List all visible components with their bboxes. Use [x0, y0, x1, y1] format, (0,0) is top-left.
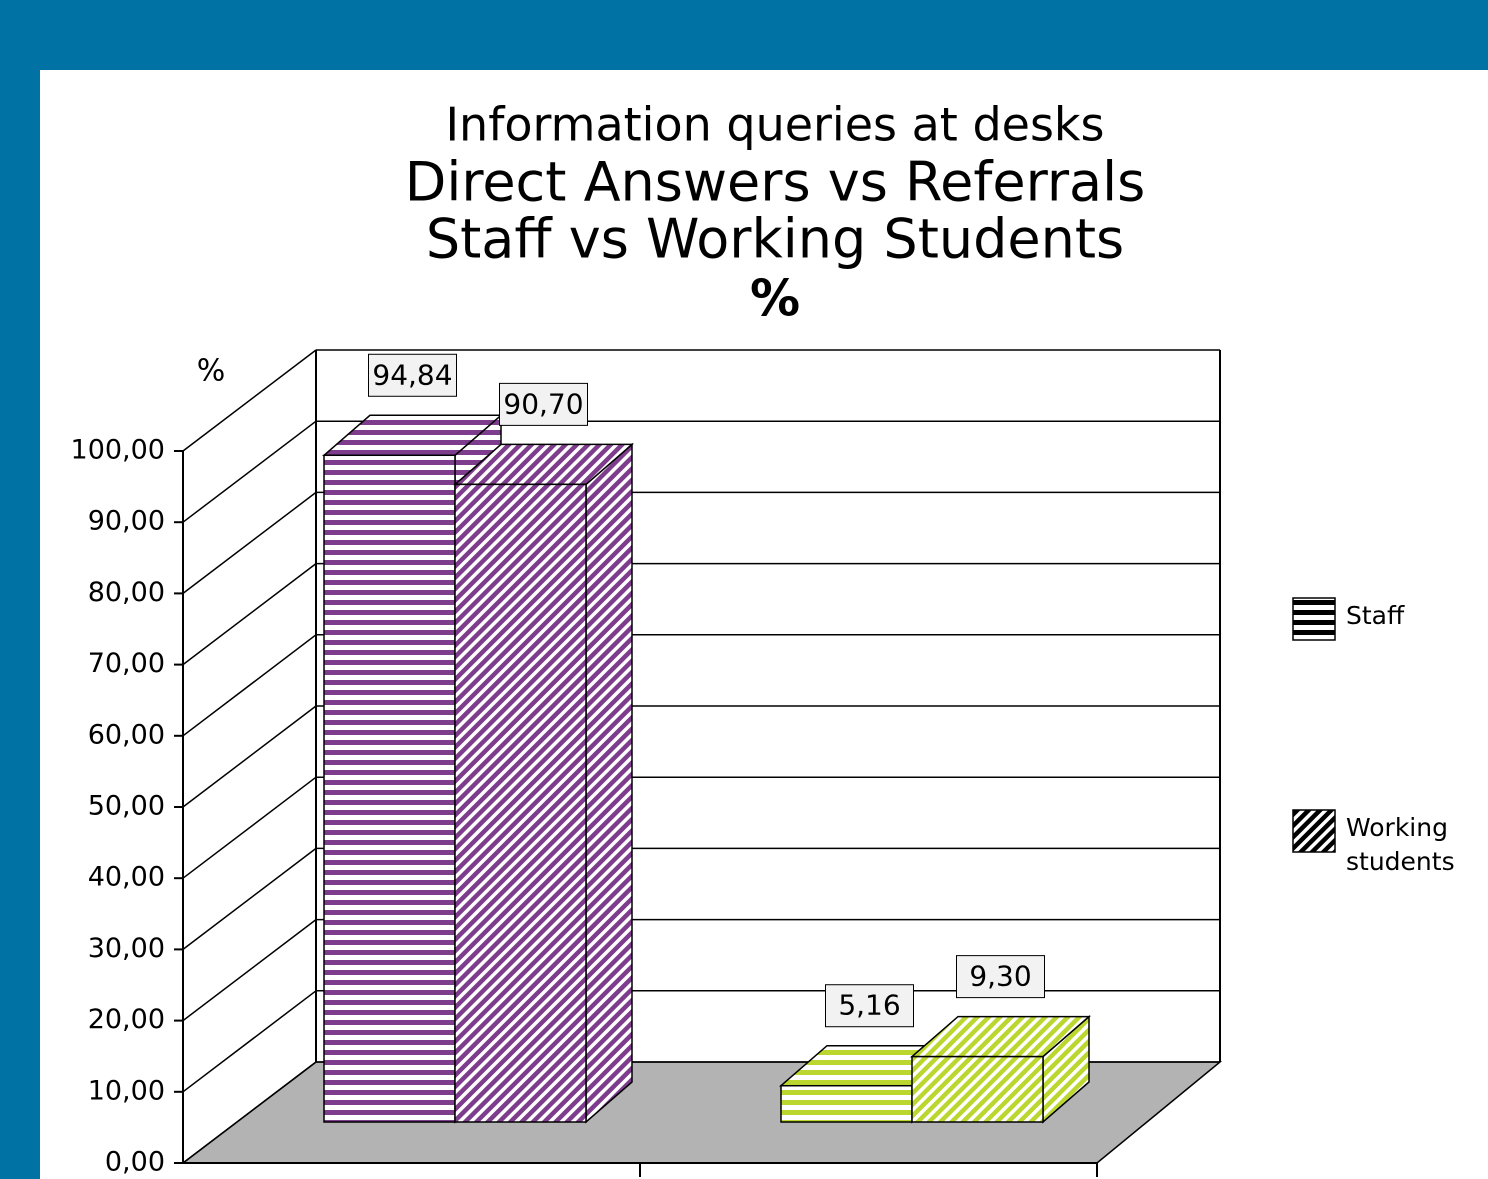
y-tick-label: 90,00 — [88, 506, 165, 537]
grid-line — [182, 847, 317, 950]
y-tick-label: 80,00 — [88, 577, 165, 608]
grid-line — [182, 491, 317, 594]
bar-front — [454, 483, 587, 1123]
legend-swatch — [1292, 597, 1336, 641]
y-tick-label: 70,00 — [88, 648, 165, 679]
chart-subtitle: Direct Answers vs Referrals — [405, 151, 1146, 214]
y-tick-label: 0,00 — [105, 1147, 165, 1178]
y-tick-label: 10,00 — [88, 1075, 165, 1106]
grid-line — [182, 919, 317, 1022]
legend-label: Working students — [1346, 813, 1455, 876]
y-tick-label: 20,00 — [88, 1004, 165, 1035]
bar — [452, 442, 635, 1124]
y-tick-label: 50,00 — [88, 791, 165, 822]
value-label-box — [956, 955, 1045, 999]
value-label: 90,70 — [503, 387, 583, 420]
grid-line — [182, 634, 317, 737]
bar-front — [323, 454, 456, 1123]
y-tick-label: 30,00 — [88, 933, 165, 964]
grid-line — [182, 563, 317, 666]
bar — [909, 1014, 1092, 1124]
y-axis-label: % — [197, 354, 226, 389]
bar-front — [780, 1084, 913, 1123]
value-label-box — [825, 984, 914, 1028]
y-tick-label: 40,00 — [88, 862, 165, 893]
grid-line — [182, 990, 317, 1093]
grid-line — [182, 705, 317, 808]
value-label-box — [499, 382, 588, 426]
chart-title: Information queries at desks — [445, 98, 1104, 152]
grid-line — [182, 776, 317, 879]
grid-line — [182, 1061, 317, 1164]
bar-side — [585, 442, 633, 1124]
value-label-box — [368, 353, 457, 397]
grid-line — [182, 420, 317, 523]
unit-title: % — [750, 270, 800, 328]
bar-front — [911, 1055, 1044, 1123]
legend-label: Staff — [1346, 601, 1405, 630]
y-tick-label: 60,00 — [88, 719, 165, 750]
y-tick-label: 100,00 — [71, 435, 165, 466]
legend-swatch — [1292, 809, 1336, 853]
chart-subtitle: Staff vs Working Students — [426, 208, 1124, 271]
legend-entry: Working students — [1346, 813, 1455, 876]
legend-entry: Staff — [1346, 601, 1405, 630]
x-tick-label: Referrals — [808, 1177, 928, 1179]
x-tick-label: Direct answers — [311, 1177, 512, 1179]
value-label: 5,16 — [838, 989, 900, 1022]
value-label: 94,84 — [372, 358, 452, 391]
grid-line — [182, 349, 317, 452]
panel — [40, 70, 1488, 1179]
value-label: 9,30 — [969, 960, 1031, 993]
